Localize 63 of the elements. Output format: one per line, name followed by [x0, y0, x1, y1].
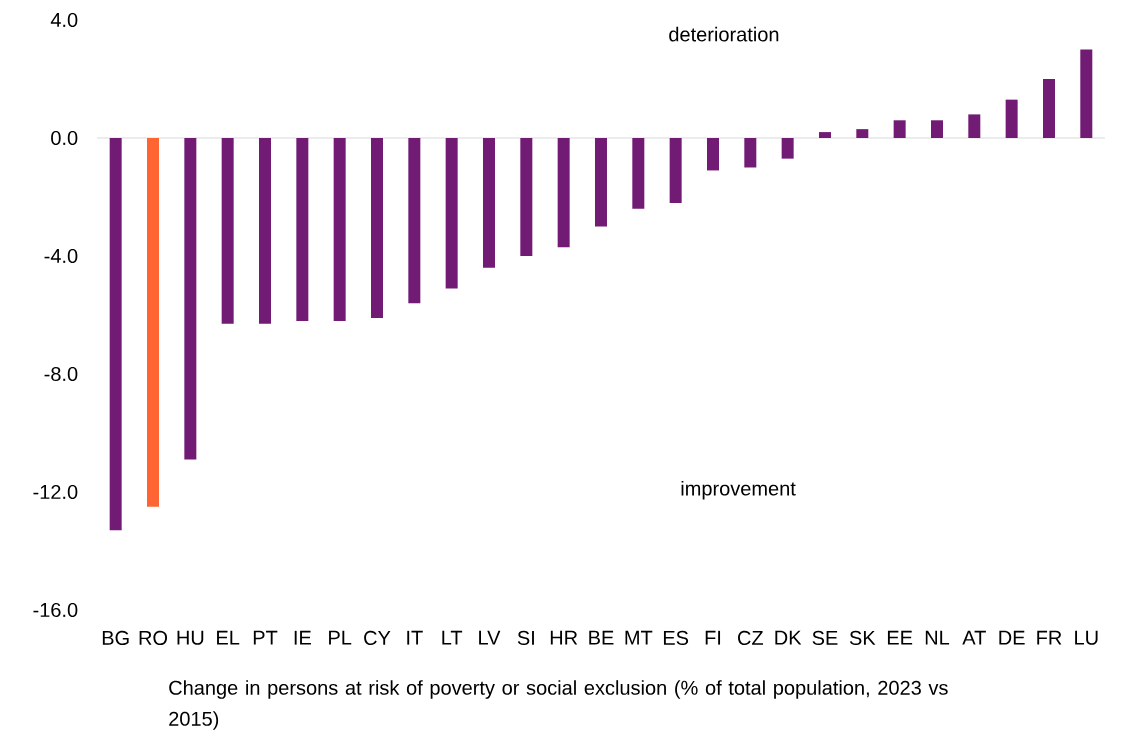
- bar: [482, 137, 495, 268]
- annotation: deterioration: [669, 26, 779, 42]
- x-tick-label: IT: [407, 630, 423, 645]
- bar: [408, 137, 421, 304]
- bar: [968, 114, 981, 138]
- bar: [669, 137, 682, 203]
- bar: [221, 137, 234, 324]
- bar: [1042, 78, 1055, 138]
- y-tick-label: 0.0: [51, 130, 78, 146]
- x-tick-label: SE: [812, 630, 838, 645]
- x-tick-label: FI: [705, 630, 721, 645]
- bar: [893, 120, 906, 138]
- bar: [520, 137, 533, 256]
- x-tick-label: CY: [364, 630, 391, 645]
- x-tick-label: ES: [663, 630, 689, 645]
- y-tick-label: -8.0: [44, 366, 78, 382]
- x-tick-label: CZ: [738, 630, 764, 645]
- bar: [259, 137, 271, 324]
- x-axis-title: Change in persons at risk of poverty or social exclusion (% of total population, 2023 vs 2015): [169, 680, 948, 730]
- bar: [147, 137, 160, 507]
- bar: [818, 132, 831, 138]
- bar: [594, 137, 607, 227]
- x-tick-label: IE: [294, 630, 311, 645]
- x-tick-label: BG: [102, 630, 129, 645]
- annotation: improvement: [681, 480, 796, 500]
- x-tick-label: RO: [139, 630, 168, 645]
- y-tick-label: 4.0: [50, 12, 78, 28]
- x-tick-label: PL: [329, 630, 352, 645]
- bar: [1080, 49, 1093, 138]
- x-tick-label: AT: [962, 630, 986, 645]
- bar: [184, 137, 197, 460]
- x-tick-label: LT: [442, 630, 463, 645]
- x-tick-label: MT: [625, 630, 653, 645]
- x-tick-label: LU: [1075, 630, 1098, 645]
- bar: [1005, 99, 1018, 138]
- bar: [706, 137, 719, 171]
- x-tick-label: LV: [479, 630, 501, 645]
- bar: [445, 137, 458, 289]
- x-tick-label: DK: [775, 630, 802, 645]
- x-tick-label: NL: [925, 630, 950, 645]
- bar: [333, 137, 346, 321]
- x-tick-label: FR: [1037, 630, 1062, 645]
- x-tick-label: EL: [217, 630, 240, 645]
- bar: [632, 137, 645, 209]
- x-tick-label: PT: [253, 630, 278, 645]
- x-tick-label: SK: [849, 630, 876, 645]
- y-tick-label: -4.0: [44, 248, 78, 264]
- bar: [744, 137, 757, 168]
- x-tick-label: SI: [517, 630, 534, 645]
- x-tick-label: BE: [589, 630, 614, 645]
- bar: [371, 137, 383, 318]
- bar: [781, 137, 794, 159]
- y-tick-label: -12.0: [33, 484, 78, 500]
- bar: [856, 129, 869, 138]
- x-tick-label: HR: [550, 630, 578, 645]
- bar: [557, 137, 570, 248]
- y-tick-label: -16.0: [33, 602, 78, 618]
- bar: [930, 120, 943, 138]
- x-tick-label: EE: [887, 630, 913, 645]
- bar: [109, 137, 122, 531]
- bar: [296, 137, 309, 321]
- x-tick-label: DE: [999, 630, 1025, 645]
- x-tick-label: HU: [177, 630, 204, 645]
